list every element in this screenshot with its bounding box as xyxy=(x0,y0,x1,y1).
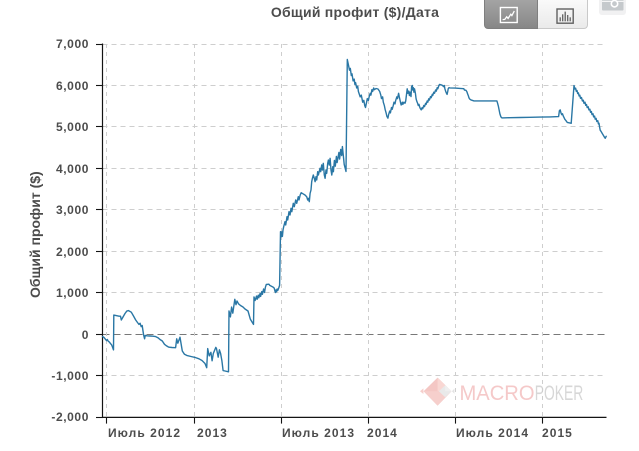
svg-text:POKER: POKER xyxy=(535,382,584,405)
svg-text:MACRO: MACRO xyxy=(460,382,535,405)
